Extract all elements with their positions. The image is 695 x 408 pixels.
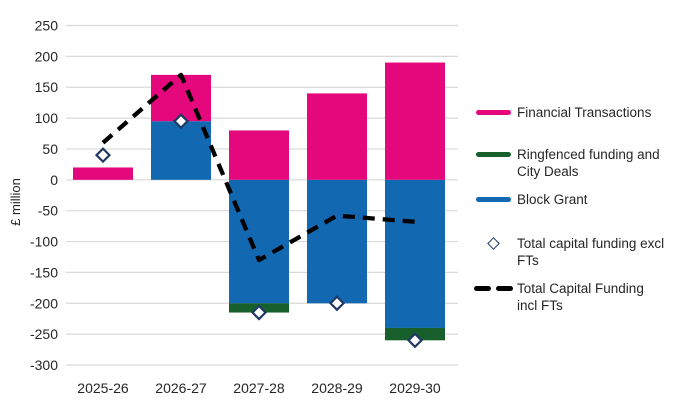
bar-financial-transactions bbox=[385, 62, 445, 180]
y-tick-label: -50 bbox=[38, 203, 58, 219]
total-capital-funding-excl-fts-marker bbox=[406, 332, 424, 349]
legend-label-line: incl FTs bbox=[517, 298, 563, 313]
chart-legend: Financial Transactions Ringfenced fundin… bbox=[470, 0, 695, 408]
x-tick-label: 2029-30 bbox=[389, 380, 441, 396]
total-capital-funding-excl-fts-marker bbox=[94, 147, 112, 164]
total-capital-funding-incl-fts-line bbox=[101, 72, 416, 263]
x-tick-label: 2025-26 bbox=[77, 380, 129, 396]
total-capital-funding-excl-fts-marker bbox=[250, 304, 268, 321]
bar-block-grant bbox=[229, 179, 289, 304]
bar-financial-transactions bbox=[307, 93, 367, 180]
bar-financial-transactions bbox=[229, 130, 289, 180]
dashed-line-icon bbox=[474, 286, 513, 291]
legend-label-line: Total Capital Funding bbox=[517, 281, 644, 296]
y-tick-label: -200 bbox=[30, 295, 58, 311]
x-tick-label: 2026-27 bbox=[155, 380, 207, 396]
legend-label-line: Financial Transactions bbox=[517, 105, 652, 120]
bar-block-grant bbox=[307, 179, 367, 304]
y-tick-label: 50 bbox=[42, 141, 58, 157]
y-tick-label: -100 bbox=[30, 234, 58, 250]
x-tick-label: 2028-29 bbox=[311, 380, 363, 396]
legend-item-block-grant: Block Grant bbox=[470, 191, 695, 208]
y-tick-label: 150 bbox=[35, 79, 59, 95]
total-excl-fts-swatch-box bbox=[470, 235, 517, 250]
bar-block-grant bbox=[151, 121, 211, 180]
legend-item-ringfenced-funding: Ringfenced funding and City Deals bbox=[470, 146, 695, 180]
legend-label-line: Total capital funding excl bbox=[517, 236, 665, 251]
legend-label-line: FTs bbox=[517, 253, 539, 268]
block-grant-swatch-box bbox=[470, 191, 517, 202]
bar-financial-transactions bbox=[73, 167, 133, 180]
total-capital-funding-excl-fts-marker bbox=[172, 113, 190, 130]
legend-label: Block Grant bbox=[517, 191, 695, 208]
y-tick-label: 0 bbox=[50, 172, 58, 188]
legend-label: Total capital funding excl FTs bbox=[517, 235, 695, 269]
legend-label: Financial Transactions bbox=[517, 104, 695, 121]
legend-label: Total Capital Funding incl FTs bbox=[517, 280, 695, 314]
diamond-marker-icon bbox=[487, 237, 500, 250]
financial-transactions-swatch-box bbox=[470, 104, 517, 115]
total-incl-fts-swatch-box bbox=[470, 280, 517, 291]
financial-transactions-swatch bbox=[476, 110, 511, 115]
y-axis-title: £ million bbox=[8, 178, 23, 226]
x-tick-label: 2027-28 bbox=[233, 380, 285, 396]
legend-label: Ringfenced funding and City Deals bbox=[517, 146, 695, 180]
legend-label-line: Ringfenced funding and bbox=[517, 147, 660, 162]
legend-label-line: Block Grant bbox=[517, 192, 588, 207]
y-tick-label: -250 bbox=[30, 326, 58, 342]
y-tick-label: -150 bbox=[30, 264, 58, 280]
y-tick-label: 250 bbox=[35, 18, 59, 34]
legend-label-line: City Deals bbox=[517, 164, 579, 179]
ringfenced-swatch-box bbox=[470, 146, 517, 157]
ringfenced-swatch bbox=[476, 152, 511, 157]
chart-plot-area: 250 200 150 100 50 0 -50 -100 -150 -200 -250 -300 £ … bbox=[8, 18, 458, 396]
legend-item-financial-transactions: Financial Transactions bbox=[470, 104, 695, 121]
y-tick-label: 200 bbox=[35, 48, 59, 64]
y-tick-label: 100 bbox=[35, 110, 59, 126]
legend-item-total-excl-fts: Total capital funding excl FTs bbox=[470, 235, 695, 269]
y-tick-label: -300 bbox=[30, 357, 58, 373]
total-capital-funding-excl-fts-marker bbox=[328, 295, 346, 312]
bar-block-grant bbox=[385, 179, 445, 328]
legend-item-total-incl-fts: Total Capital Funding incl FTs bbox=[470, 280, 695, 314]
block-grant-swatch bbox=[476, 197, 511, 202]
